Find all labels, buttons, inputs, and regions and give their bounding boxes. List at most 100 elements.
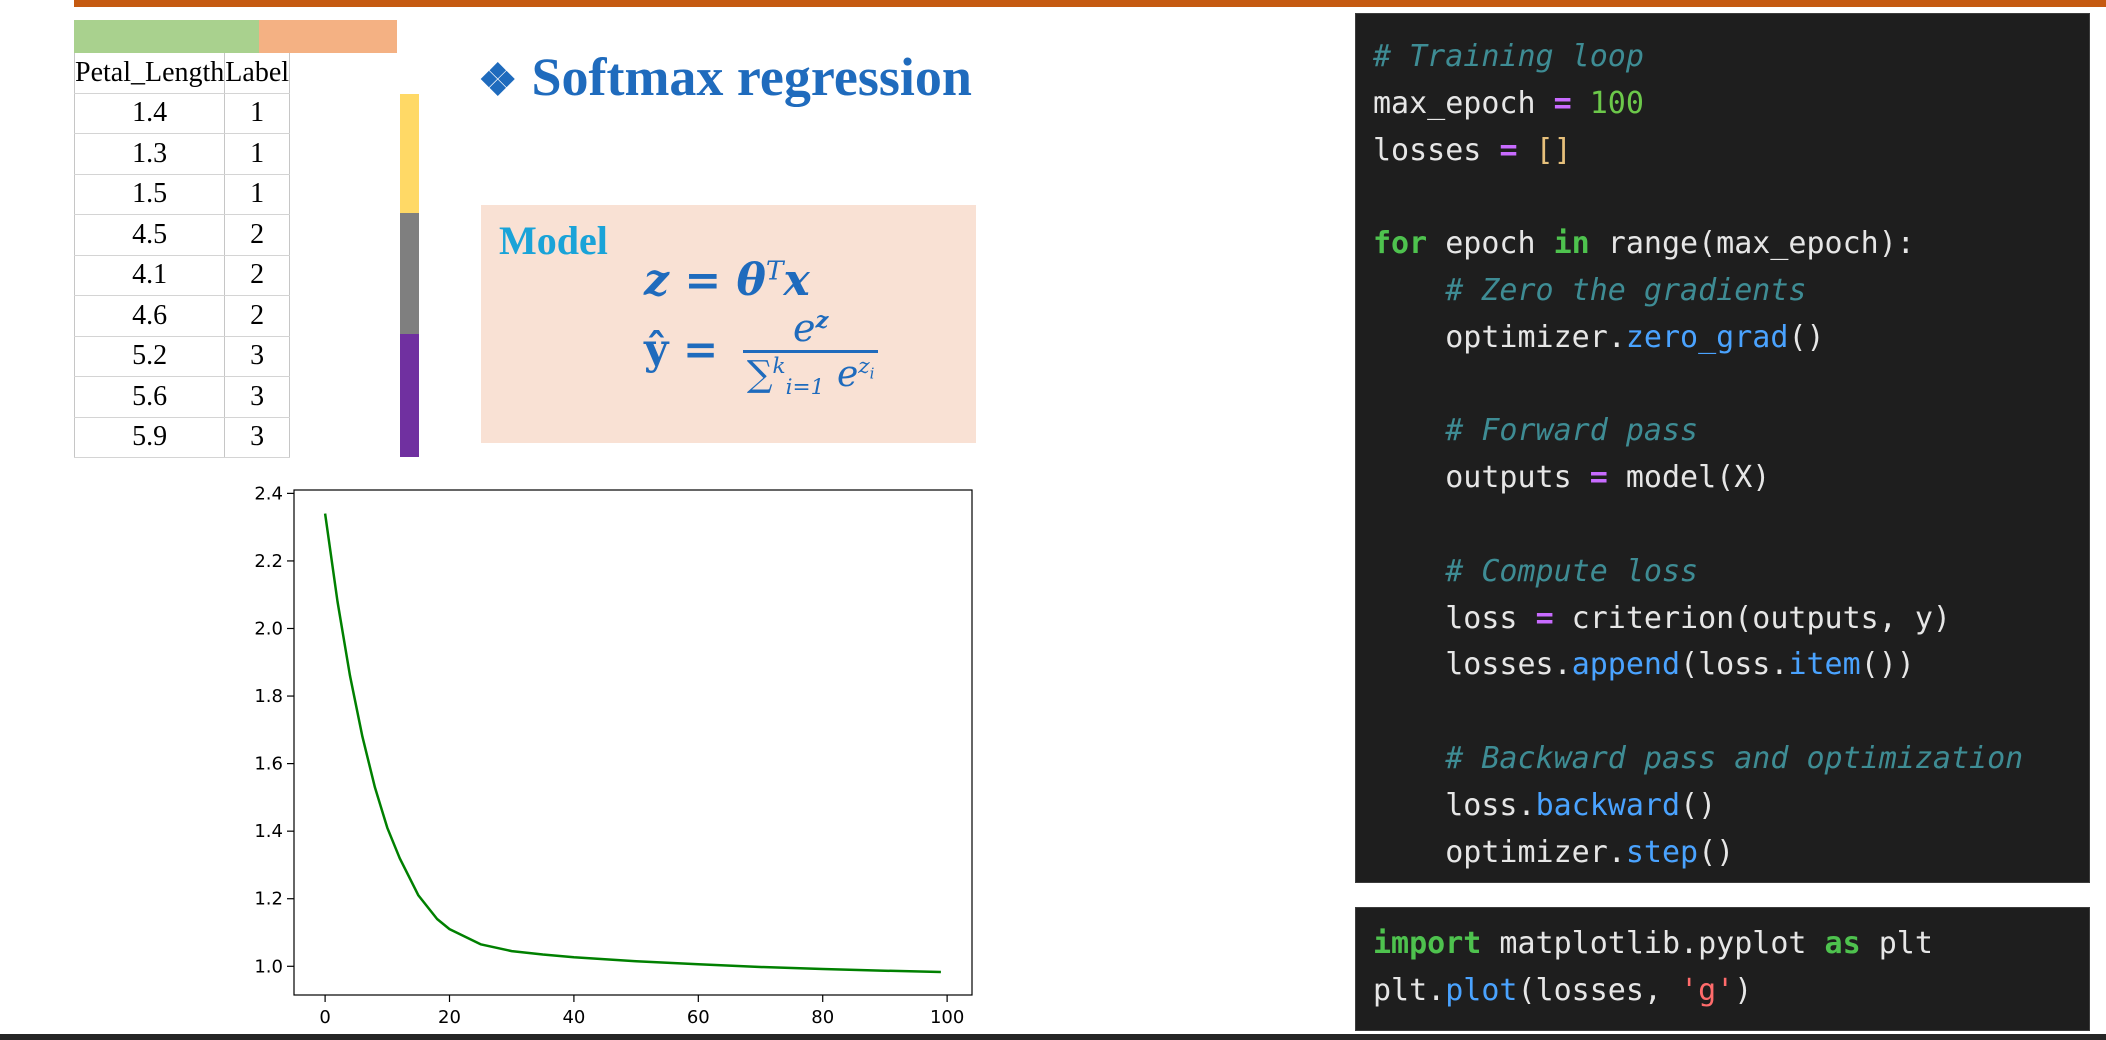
petal-length-cell: 1.3 (73, 133, 226, 175)
table-row: 4.5 2 (73, 214, 291, 256)
x-tick-label: 60 (687, 1007, 710, 1028)
fraction-numerator: ez (743, 305, 879, 350)
code-token: = (1535, 600, 1554, 636)
code-token: epoch (1427, 226, 1554, 262)
table-header-row: Petal_Length Label (73, 53, 291, 94)
code-token: losses. (1373, 647, 1572, 683)
code-token: # Compute loss (1445, 553, 1699, 589)
table-row: 5.9 3 (73, 417, 291, 458)
petal-length-cell: 5.9 (73, 417, 226, 458)
code-token: append (1571, 647, 1681, 683)
data-grid: Petal_Length Label 1.4 1 1.3 1 1.5 1 4.5 2 4.1 2 4… (73, 53, 291, 458)
petal-length-cell: 4.5 (73, 214, 226, 256)
petal-length-cell: 4.6 (73, 295, 226, 337)
formula-superscript: T (765, 255, 784, 287)
code-token: model(X) (1607, 460, 1771, 496)
code-token: as (1824, 926, 1861, 961)
model-label: Model (499, 218, 608, 263)
code-token: # Backward pass and optimization (1445, 740, 2024, 776)
slide-title: ❖ Softmax regression (478, 46, 972, 108)
code-token: (losses, (1517, 973, 1681, 1008)
formula-superscript: zi (858, 354, 874, 382)
label-cell: 1 (224, 133, 291, 175)
table-row: 4.1 2 (73, 255, 291, 296)
code-token: backward (1535, 787, 1681, 823)
table-row: 1.3 1 (73, 133, 291, 175)
formula-symbol: e (836, 354, 859, 395)
code-token: = (1589, 460, 1608, 496)
code-line (1356, 502, 2089, 549)
code-token: for (1373, 226, 1428, 262)
code-token: () (1788, 319, 1825, 355)
x-tick-label: 0 (319, 1007, 330, 1028)
code-body: import matplotlib.pyplot as plt plt.plot(… (1356, 920, 2089, 1014)
label-cell: 3 (224, 417, 291, 458)
formula-symbol: x (783, 255, 810, 306)
code-token: # Zero the gradients (1445, 272, 1807, 308)
code-token: plt. (1373, 973, 1446, 1008)
linear-score-formula: z = θTx (644, 255, 810, 306)
y-tick-label: 1.8 (254, 686, 283, 707)
code-line: loss.backward() (1356, 783, 2089, 830)
petal-length-cell: 1.5 (73, 174, 226, 215)
label-cell: 1 (224, 93, 291, 134)
code-line: import matplotlib.pyplot as plt (1356, 920, 2089, 967)
class-3-color-bar (400, 334, 419, 457)
softmax-fraction: ez ∑ki=1 ezi (742, 305, 879, 400)
class-2-color-bar (400, 213, 419, 334)
code-token: () (1698, 834, 1735, 870)
code-line: # Compute loss (1356, 549, 2089, 596)
code-token: = (1553, 85, 1572, 121)
code-line: # Forward pass (1356, 408, 2089, 455)
label-cell: 2 (224, 295, 291, 337)
code-line: # Zero the gradients (1356, 268, 2089, 315)
petal-length-cell: 1.4 (73, 93, 226, 134)
y-tick-label: 2.2 (254, 551, 283, 572)
code-token: loss (1373, 600, 1536, 636)
x-tick-label: 80 (811, 1007, 834, 1028)
formula-symbol: z (858, 354, 870, 379)
softmax-formula: ŷ = ez ∑ki=1 ezi (644, 305, 879, 400)
code-token: item (1788, 647, 1861, 683)
formula-symbol: ∑ (746, 354, 773, 395)
table-row: 1.5 1 (73, 174, 291, 215)
code-line (1356, 689, 2089, 736)
x-axis: 0 20 40 60 80 100 (319, 995, 964, 1028)
code-token: optimizer. (1373, 834, 1626, 870)
model-formula-box: Model z = θTx ŷ = ez ∑ki=1 ezi (481, 205, 976, 443)
header-color-band-label (259, 20, 397, 53)
code-token: step (1625, 834, 1699, 870)
code-token: plt (1860, 926, 1933, 961)
code-token (1373, 741, 1445, 776)
training-loop-code-cell[interactable]: # Training loop max_epoch = 100 losses = [… (1355, 13, 2090, 883)
top-accent-bar (74, 0, 2106, 7)
code-line: # Training loop (1356, 34, 2089, 81)
code-line: loss = criterion(outputs, y) (1356, 596, 2089, 643)
series-layer (323, 513, 941, 974)
x-tick-label: 40 (562, 1007, 585, 1028)
plot-code-cell[interactable]: import matplotlib.pyplot as plt plt.plot(… (1355, 907, 2090, 1031)
code-token: max_epoch (1373, 85, 1554, 121)
y-tick-label: 2.4 (254, 483, 283, 504)
code-token: () (1680, 787, 1717, 823)
label-cell: 2 (224, 255, 291, 296)
table-row: 5.2 3 (73, 336, 291, 377)
table-row: 5.6 3 (73, 376, 291, 418)
formula-superscript: k (772, 354, 786, 379)
code-token (1373, 413, 1445, 448)
code-line: max_epoch = 100 (1356, 81, 2089, 128)
label-cell: 3 (224, 376, 291, 418)
code-line (1356, 174, 2089, 221)
x-tick-label: 100 (930, 1007, 964, 1028)
formula-symbol: ŷ (644, 324, 669, 374)
code-token: matplotlib.pyplot (1481, 926, 1825, 961)
y-tick-label: 1.2 (254, 889, 283, 910)
fraction-denominator: ∑ki=1 ezi (742, 350, 879, 400)
code-token (1572, 86, 1590, 121)
code-token: loss. (1373, 787, 1536, 823)
class-1-color-bar (400, 94, 419, 213)
code-token (1373, 273, 1445, 308)
code-line: losses = [] (1356, 128, 2089, 175)
code-token: in (1553, 226, 1590, 262)
code-token: optimizer. (1373, 319, 1626, 355)
